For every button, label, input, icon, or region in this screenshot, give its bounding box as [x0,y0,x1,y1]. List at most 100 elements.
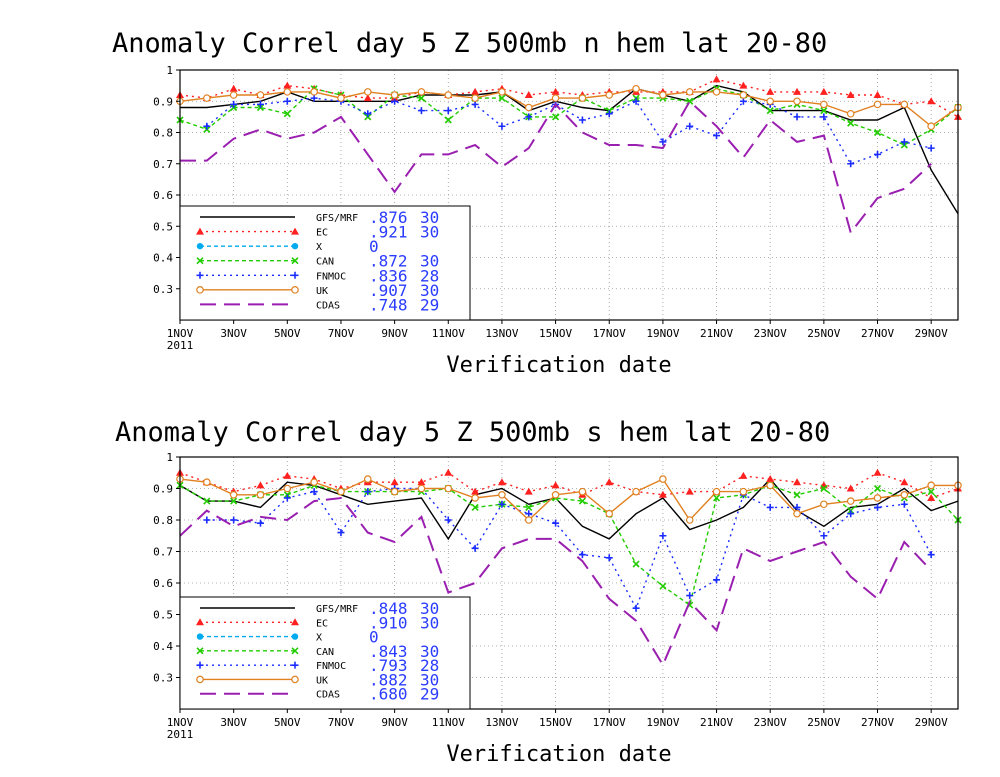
y-tick-label: 1 [166,64,173,77]
data-point [578,94,587,102]
legend-label: GFS/MRF [316,213,358,224]
x-axis-label: Verification date [446,742,671,767]
y-tick-label: 0.6 [153,189,173,202]
x-tick-label: 13NOV [485,327,518,340]
data-point [551,94,560,102]
data-point [203,478,211,487]
data-point [364,110,372,118]
data-point [390,487,399,496]
legend-count: 30 [420,223,439,242]
data-point [417,88,426,96]
y-tick-label: 0.8 [153,514,173,527]
data-point [417,94,426,102]
data-point [417,484,426,493]
data-point [658,490,667,498]
x-tick-label: 25NOV [807,716,840,729]
x-tick-label: 25NOV [807,327,840,340]
data-point [712,487,721,496]
chart-panel-nhem: Anomaly Correl day 5 Z 500mb n hem lat 2… [112,28,962,378]
data-point [310,94,318,102]
legend-label: EC [316,228,328,239]
data-point [632,487,640,496]
data-point [873,91,882,98]
data-point [632,84,640,93]
data-point [846,484,855,492]
data-point [632,604,640,612]
y-tick-label: 0.4 [153,252,173,265]
legend-label: FNMOC [316,271,346,282]
legend-score: .910 [369,613,408,632]
data-point [498,94,506,102]
data-point [819,481,828,489]
y-tick-label: 0.9 [153,483,173,496]
series-line-can [179,88,959,146]
data-point [632,560,640,568]
data-point [793,113,801,121]
data-point [337,94,345,102]
legend-score: .680 [369,685,408,704]
data-point [820,107,828,115]
data-point [927,551,935,559]
legend-score: .748 [369,295,408,314]
legend-marker [196,633,204,640]
data-point [713,576,721,584]
data-point [390,478,399,486]
legend-score: 0 [369,628,379,647]
data-point [444,107,452,115]
data-point [391,97,399,105]
legend-marker [196,286,204,294]
x-tick-label: 17NOV [593,716,626,729]
data-point [820,113,828,121]
y-tick-label: 0.7 [153,158,173,171]
data-point [551,87,560,95]
x-tick-label: 1NOV [167,327,194,340]
data-point [498,122,506,130]
data-point [900,478,909,486]
series-line-ec [179,78,959,118]
data-point [739,471,748,479]
data-point [524,103,533,112]
x-tick-label: 9NOV [381,327,408,340]
data-point [739,81,748,89]
data-point [256,100,264,108]
data-point [203,94,211,102]
data-point [900,500,908,508]
legend-score: .836 [369,266,408,285]
legend-count: 30 [420,208,439,227]
data-point [229,490,238,499]
y-tick-label: 0.3 [153,672,173,685]
data-point [256,91,265,99]
y-tick-label: 0.9 [153,95,173,108]
data-point [819,87,828,95]
data-point [820,484,828,493]
data-point [444,116,452,124]
data-point [578,116,586,124]
data-point [551,481,560,489]
year-label: 2011 [167,728,194,741]
data-point [444,516,452,524]
data-point [310,88,318,96]
data-point [337,529,345,537]
legend-label: CDAS [316,300,340,311]
legend-box [179,596,471,710]
legend-marker [196,647,204,655]
data-point [659,582,667,590]
legend-score: .793 [369,656,408,675]
chart-title: Anomaly Correl day 5 Z 500mb s hem lat 2… [115,417,830,448]
data-point [605,110,613,118]
series-line-cdas [180,99,932,235]
series-line-cdas [179,496,932,668]
data-point [230,516,238,524]
data-point [766,87,775,95]
x-tick-label: 11NOV [432,327,465,340]
data-point [552,519,560,527]
data-point [256,519,264,527]
x-tick-label: 17NOV [593,327,626,340]
data-point [605,478,614,486]
series-line-ec [179,472,959,499]
legend-count: 30 [420,281,439,300]
legend-count: 28 [420,656,439,675]
data-point [578,497,586,505]
data-point [363,475,372,483]
data-point [283,110,291,118]
